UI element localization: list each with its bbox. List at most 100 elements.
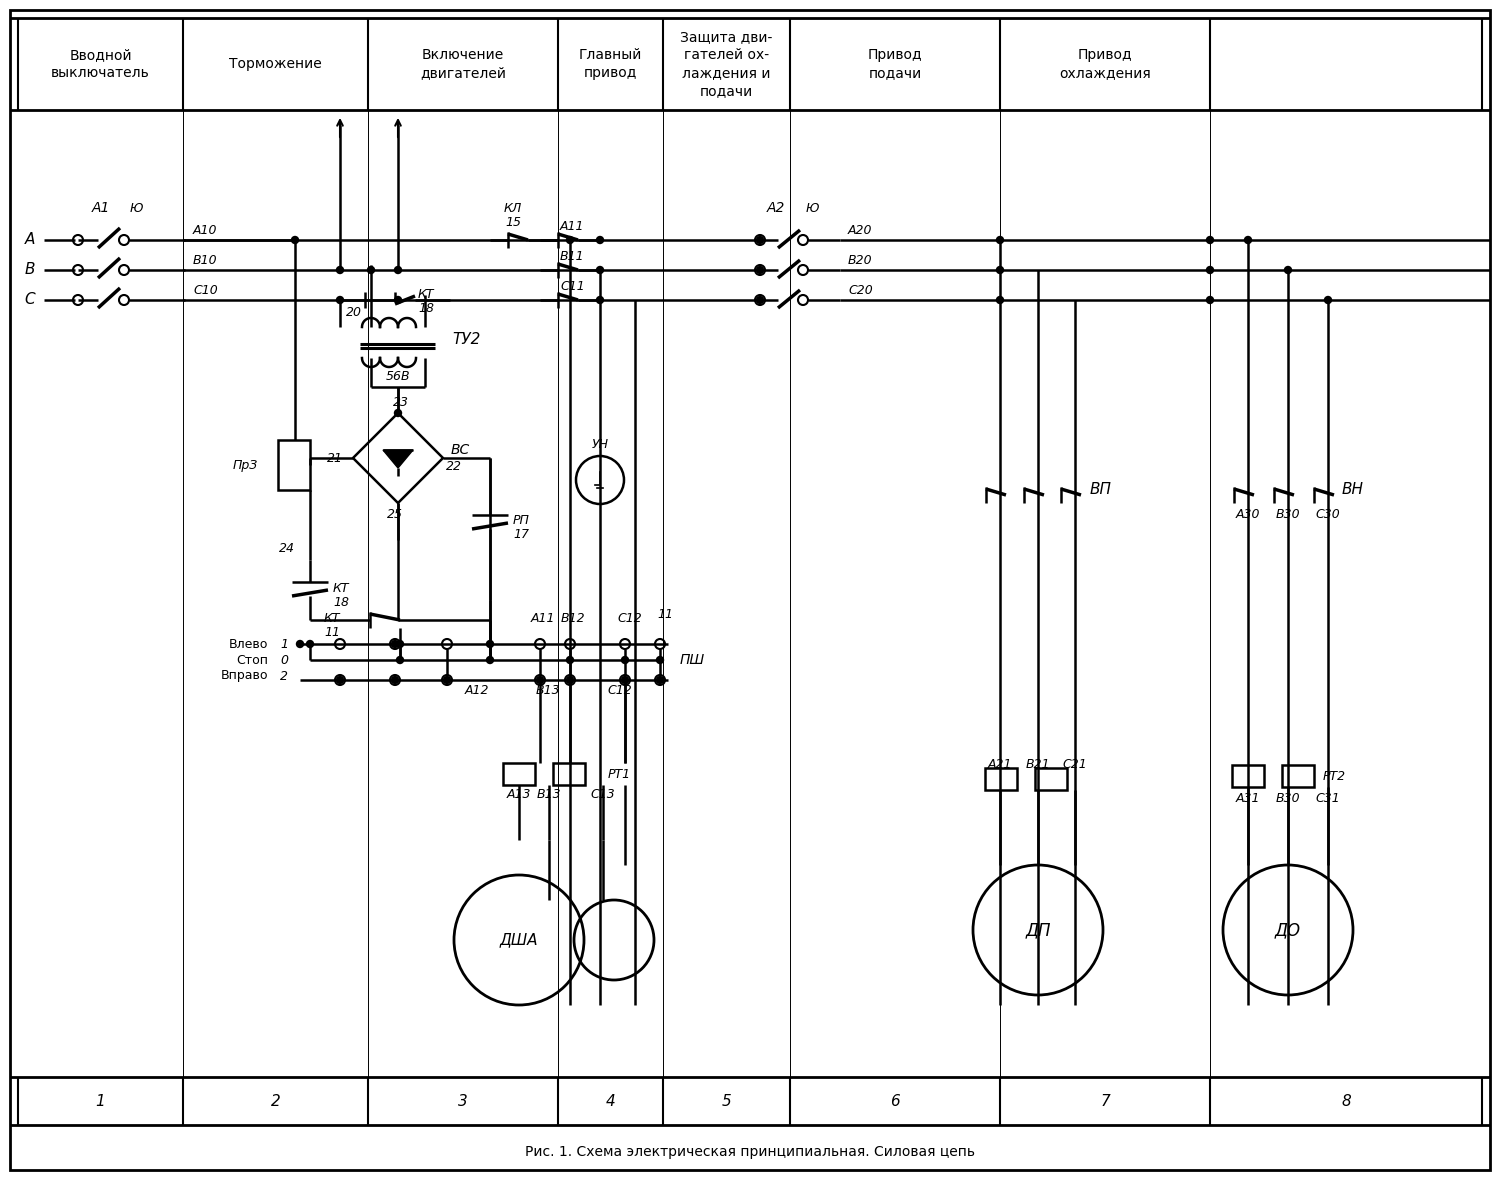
Text: Привод
охлаждения: Привод охлаждения (1059, 48, 1150, 80)
Text: Главный
привод: Главный привод (579, 48, 642, 80)
Text: А12: А12 (465, 683, 489, 696)
Text: ПрЗ: ПрЗ (232, 459, 258, 472)
Circle shape (336, 296, 344, 303)
Text: ДП: ДП (1026, 922, 1050, 939)
Text: Вправо: Вправо (220, 669, 268, 682)
Text: РП: РП (513, 513, 529, 526)
Text: ДША: ДША (500, 932, 538, 948)
Circle shape (567, 676, 573, 683)
Circle shape (368, 267, 375, 274)
Text: С10: С10 (194, 283, 217, 296)
Circle shape (394, 267, 402, 274)
Circle shape (444, 676, 450, 683)
Text: С13: С13 (591, 788, 615, 801)
Text: А31: А31 (1236, 792, 1260, 805)
Text: 6: 6 (890, 1094, 900, 1108)
Circle shape (336, 676, 344, 683)
Circle shape (621, 656, 628, 663)
Text: КТ: КТ (324, 611, 340, 624)
Text: Включение
двигателей: Включение двигателей (420, 48, 506, 80)
Text: 56В: 56В (386, 371, 411, 384)
Bar (503, 763, 536, 785)
Circle shape (567, 656, 573, 663)
Text: А20: А20 (847, 223, 873, 236)
Bar (1035, 768, 1066, 789)
Text: 7: 7 (1100, 1094, 1110, 1108)
Circle shape (1324, 296, 1332, 303)
Circle shape (291, 236, 298, 243)
Text: А21: А21 (987, 759, 1012, 772)
Text: 11: 11 (657, 609, 674, 622)
Circle shape (756, 236, 764, 243)
Text: ДО: ДО (1275, 922, 1300, 939)
Circle shape (392, 676, 399, 683)
Text: 23: 23 (393, 396, 410, 409)
Text: Вводной
выключатель: Вводной выключатель (51, 48, 150, 80)
Text: Ю: Ю (129, 202, 142, 215)
Text: Рис. 1. Схема электрическая принципиальная. Силовая цепь: Рис. 1. Схема электрическая принципиальн… (525, 1145, 975, 1159)
Text: 17: 17 (513, 527, 529, 540)
Text: В12: В12 (561, 611, 585, 624)
Text: УН: УН (591, 438, 609, 451)
Text: А13: А13 (507, 788, 531, 801)
Circle shape (486, 641, 494, 648)
Text: В21: В21 (1026, 759, 1050, 772)
Text: С12: С12 (608, 683, 633, 696)
Text: ВН: ВН (1342, 483, 1364, 498)
Text: 22: 22 (446, 459, 462, 472)
Text: 20: 20 (346, 307, 362, 320)
Text: В20: В20 (847, 254, 873, 267)
Text: 18: 18 (333, 596, 350, 609)
Bar (554, 763, 585, 785)
Text: 25: 25 (387, 507, 404, 520)
Text: А10: А10 (194, 223, 217, 236)
Circle shape (597, 296, 603, 303)
Text: А11: А11 (560, 219, 585, 232)
Circle shape (756, 267, 764, 274)
Text: 4: 4 (606, 1094, 615, 1108)
Circle shape (597, 236, 603, 243)
Text: ТУ2: ТУ2 (452, 333, 480, 347)
Circle shape (1206, 236, 1214, 243)
Text: 21: 21 (327, 452, 344, 465)
Text: 1: 1 (96, 1094, 105, 1108)
Text: С: С (24, 293, 36, 308)
Bar (986, 768, 1017, 789)
Circle shape (537, 676, 543, 683)
Text: ВП: ВП (1090, 483, 1112, 498)
Circle shape (392, 641, 399, 648)
Text: ПШ: ПШ (680, 653, 705, 667)
Circle shape (1245, 236, 1251, 243)
Bar (278, 440, 310, 490)
Circle shape (996, 236, 1004, 243)
Text: В: В (24, 262, 36, 277)
Circle shape (306, 641, 314, 648)
Text: А2: А2 (766, 201, 784, 215)
Text: 11: 11 (324, 625, 340, 638)
Text: С12: С12 (618, 611, 642, 624)
Text: Стоп: Стоп (236, 654, 268, 667)
Text: 18: 18 (419, 302, 434, 315)
Text: Ю: Ю (806, 202, 819, 215)
Text: РТ1: РТ1 (608, 767, 631, 780)
Circle shape (1206, 267, 1214, 274)
Circle shape (657, 676, 663, 683)
Text: А11: А11 (531, 611, 555, 624)
Circle shape (394, 409, 402, 417)
Circle shape (597, 267, 603, 274)
Text: A: A (26, 232, 34, 248)
Circle shape (996, 296, 1004, 303)
Circle shape (996, 267, 1004, 274)
Text: С20: С20 (847, 283, 873, 296)
Text: В11: В11 (560, 249, 585, 262)
Text: А1: А1 (92, 201, 110, 215)
Text: Торможение: Торможение (230, 57, 322, 71)
Circle shape (1206, 296, 1214, 303)
Text: ВС: ВС (452, 442, 471, 457)
Circle shape (486, 656, 494, 663)
Text: 8: 8 (1341, 1094, 1352, 1108)
Circle shape (396, 656, 404, 663)
Text: Влево: Влево (228, 637, 268, 650)
Circle shape (1284, 267, 1292, 274)
Bar (1232, 765, 1264, 787)
